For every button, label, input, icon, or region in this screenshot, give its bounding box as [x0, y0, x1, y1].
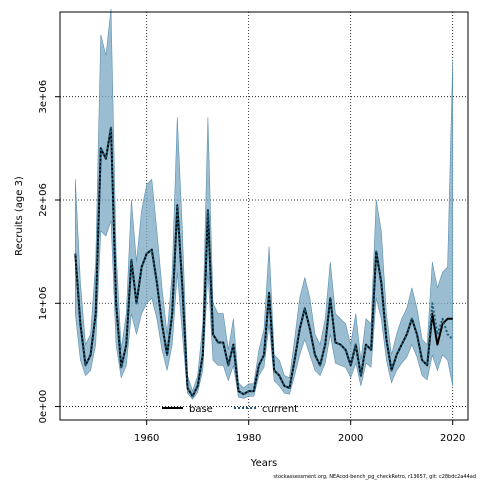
x-tick-label: 2000 — [338, 433, 363, 444]
x-tick-label: 2020 — [440, 433, 465, 444]
legend: base current — [162, 404, 298, 415]
y-tick-label: 1e+06 — [38, 286, 49, 320]
series-line-current — [74, 126, 454, 398]
plot-frame — [59, 11, 469, 421]
legend-base-label: base — [189, 404, 213, 415]
x-tick-label: 1960 — [134, 433, 159, 444]
legend-current-label: current — [262, 404, 298, 415]
footer-note: stockassessment.org, NEAcod-bench_pg_che… — [273, 474, 476, 480]
x-axis: 1960 1980 2000 2020 — [134, 420, 465, 444]
y-tick-label: 2e+06 — [38, 183, 49, 217]
confidence-band — [75, 8, 453, 400]
confidence-band-area — [75, 8, 453, 400]
y-tick-label: 3e+06 — [38, 80, 49, 114]
x-tick-label: 1980 — [236, 433, 261, 444]
y-axis: 0e+00 1e+06 2e+06 3e+06 — [38, 80, 60, 423]
series-lines — [74, 126, 454, 398]
y-tick-label: 0e+00 — [38, 390, 49, 424]
y-axis-title: Recruits (age 3) — [14, 176, 25, 256]
x-axis-title: Years — [250, 458, 277, 469]
